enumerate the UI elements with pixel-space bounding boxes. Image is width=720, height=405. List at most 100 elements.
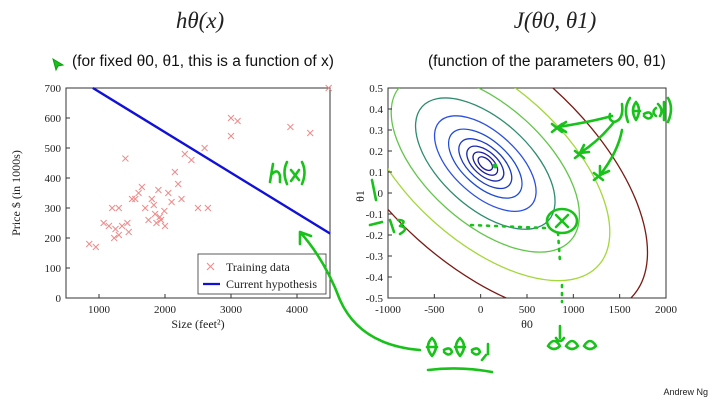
training-point	[188, 156, 195, 164]
training-point	[100, 219, 107, 227]
x-tick-label: -1000	[375, 304, 401, 316]
y-tick-label: 700	[45, 83, 62, 95]
right-subtitle: (function of the parameters θ0, θ1)	[428, 53, 666, 70]
theta0-value-annotation	[546, 324, 598, 351]
contour-line	[414, 97, 556, 230]
training-point	[135, 189, 142, 197]
training-point	[201, 144, 208, 152]
contour-line	[466, 145, 505, 182]
legend-training-label: Training data	[226, 260, 291, 274]
h-of-x-annotation	[268, 160, 306, 186]
plot-frame	[387, 87, 667, 299]
y-tick-label: 400	[45, 173, 62, 185]
selected-point-x	[554, 213, 570, 229]
selected-point-circle	[545, 207, 579, 235]
selected-point-guides	[468, 223, 564, 304]
training-point	[122, 155, 129, 162]
training-point	[155, 186, 162, 194]
training-point	[194, 204, 202, 212]
x-tick-label: 0	[478, 304, 484, 316]
contour-line	[477, 156, 494, 172]
training-point	[168, 198, 175, 206]
arrow-to-contour-1	[556, 114, 614, 134]
x-tick-label: 2000	[655, 304, 678, 316]
y-tick-label: -0.5	[366, 293, 384, 305]
training-point	[306, 129, 314, 137]
training-point	[164, 189, 172, 197]
y-tick-label: -0.1	[366, 209, 383, 221]
training-point	[181, 150, 189, 158]
y-tick-label: 500	[45, 143, 62, 155]
contour-x-mark-2	[573, 149, 586, 160]
y-tick-label: 200	[45, 233, 62, 245]
y-tick-label: 100	[45, 263, 62, 275]
hypothesis-line	[92, 86, 331, 235]
y-axis-label: Price $ (in 1000s)	[9, 150, 23, 236]
y-tick-label: 300	[45, 203, 62, 215]
legend-hypothesis-label: Current hypothesis	[226, 277, 317, 291]
training-point	[110, 234, 118, 242]
training-point	[92, 243, 100, 251]
contour-line	[433, 115, 537, 213]
training-point	[148, 195, 156, 203]
contour-line	[390, 88, 581, 253]
x-tick-label: 500	[519, 304, 536, 316]
x-tick-label: 3000	[220, 304, 243, 316]
training-point	[115, 231, 123, 239]
training-point	[108, 204, 116, 212]
training-point	[234, 117, 241, 125]
y-tick-label: -0.4	[366, 272, 384, 284]
training-point	[287, 123, 294, 131]
contour-line	[447, 128, 523, 199]
training-point	[174, 180, 182, 188]
training-point	[204, 204, 212, 212]
training-point	[325, 84, 333, 92]
contour-line	[458, 138, 513, 190]
training-point	[141, 204, 149, 212]
y-tick-label: 600	[45, 113, 62, 125]
y-tick-label: -0.3	[366, 251, 384, 263]
x-axis-label: θ0	[521, 317, 533, 331]
training-point	[151, 210, 159, 218]
y-tick-label: 0.3	[369, 125, 383, 137]
y-tick-label: -0.2	[366, 230, 383, 242]
x-tick-label: 2000	[154, 304, 177, 316]
theta1-value-annotation	[368, 178, 407, 236]
x-axis-label: Size (feet²)	[171, 317, 224, 331]
training-point	[112, 225, 119, 233]
training-point	[157, 216, 165, 224]
y-tick-label: 0.5	[369, 83, 383, 95]
training-point	[150, 201, 158, 209]
theta-pair-annotation	[425, 336, 494, 374]
training-point	[153, 219, 160, 227]
j-theta-annotation	[608, 96, 673, 124]
training-point	[125, 228, 133, 236]
training-point	[138, 183, 146, 191]
arrow-to-hypothesis	[298, 230, 422, 352]
training-point	[161, 222, 169, 230]
training-point	[227, 132, 235, 140]
x-tick-label: 4000	[286, 304, 309, 316]
training-point	[118, 222, 126, 230]
contour-line	[472, 151, 499, 176]
training-point	[131, 195, 139, 203]
contour-x-mark-3	[592, 171, 605, 182]
right-title: J(θ0, θ1)	[513, 8, 597, 33]
arrow-to-contour-2	[578, 120, 616, 155]
minimum-point	[492, 163, 498, 169]
hypothesis-chart: 1000 2000 3000 4000 0100200300400500600700 …	[9, 83, 333, 331]
y-tick-label: 0	[378, 188, 384, 200]
training-point	[105, 222, 113, 230]
y-tick-label: 0.1	[369, 167, 383, 179]
legend: Training data Current hypothesis	[197, 253, 327, 295]
y-tick-label: 0	[56, 293, 62, 305]
x-tick-label: -500	[424, 304, 445, 316]
author-credit: Andrew Ng	[663, 387, 708, 397]
y-tick-label: 0.4	[369, 104, 383, 116]
x-tick-label: 1500	[609, 304, 632, 316]
training-point	[115, 204, 123, 212]
x-tick-label: 1000	[88, 304, 111, 316]
cost-contour-chart: -1000 -500 0 500 1000 1500 2000 -0.5 -0.4 -0.3 -0…	[353, 83, 678, 331]
